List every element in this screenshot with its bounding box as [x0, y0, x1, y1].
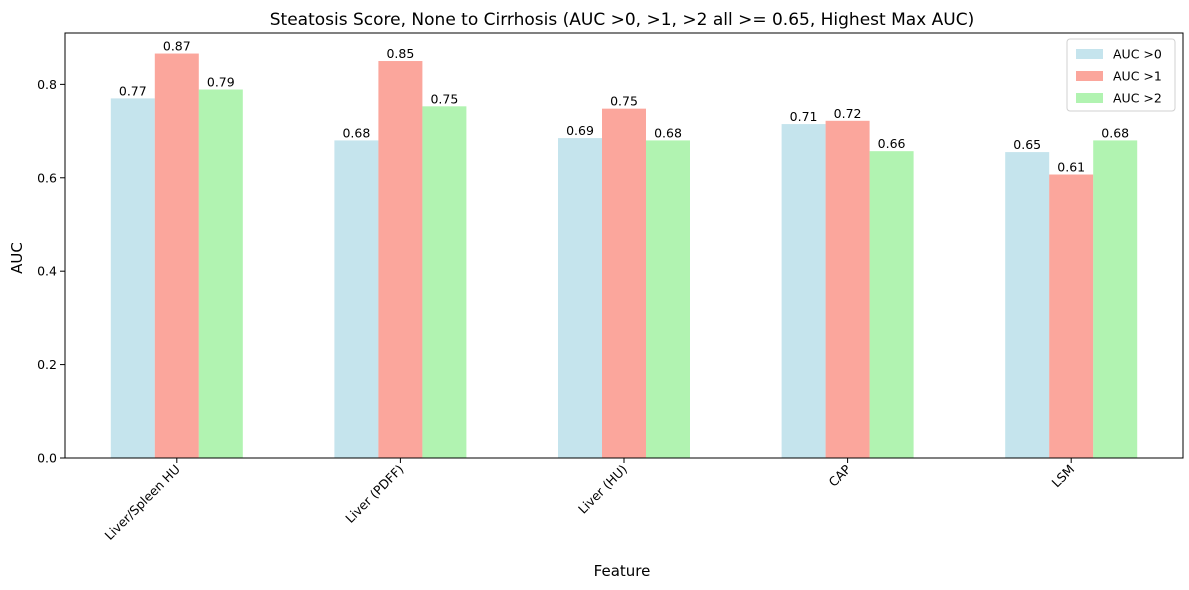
legend: AUC >0 AUC >1 AUC >2: [1066, 38, 1176, 112]
bar-0-0: [110, 98, 155, 458]
x-axis-label: Feature: [594, 562, 651, 580]
data-label: 0.66: [878, 136, 906, 151]
y-tick-label: 0.8: [37, 77, 57, 92]
data-label: 0.68: [1101, 125, 1129, 140]
data-label: 0.87: [163, 39, 191, 54]
data-label: 0.75: [610, 94, 638, 109]
y-tick-label: 0.2: [37, 357, 57, 372]
y-tick-label: 0.4: [37, 264, 57, 279]
bar-2-1: [422, 106, 467, 459]
legend-label: AUC >2: [1113, 91, 1162, 106]
data-label: 0.68: [654, 125, 682, 140]
y-tick-label: 0.0: [37, 451, 57, 466]
bar-2-4: [1093, 140, 1138, 458]
data-label: 0.68: [342, 125, 370, 140]
chart-title: Steatosis Score, None to Cirrhosis (AUC …: [270, 10, 974, 30]
bar-group: [110, 53, 1138, 459]
y-tick-label: 0.6: [37, 170, 57, 185]
x-tick-label: Liver (HU): [575, 462, 630, 517]
bar-1-3: [825, 120, 870, 459]
bar-1-2: [602, 108, 646, 459]
bar-1-1: [378, 61, 423, 459]
data-label-group: 0.77 0.68 0.69 0.71 0.65 0.87 0.85 0.75 0.72 0.61…: [119, 39, 1129, 175]
data-label: 0.69: [566, 123, 594, 138]
legend-swatch: [1076, 49, 1103, 59]
bar-2-2: [646, 140, 690, 458]
data-label: 0.61: [1057, 160, 1085, 175]
bar-1-4: [1049, 174, 1094, 458]
y-axis-label: AUC: [8, 242, 26, 274]
x-tick-label: Liver (PDFF): [342, 462, 406, 526]
bar-1-0: [154, 53, 199, 459]
data-label: 0.75: [430, 91, 458, 106]
data-label: 0.77: [119, 83, 147, 98]
bar-0-2: [558, 138, 602, 459]
bar-0-3: [781, 124, 826, 459]
data-label: 0.85: [386, 46, 414, 61]
x-tick-label: Liver/Spleen HU: [102, 462, 183, 543]
legend-swatch: [1076, 93, 1103, 103]
legend-swatch: [1076, 71, 1103, 81]
x-tick-label: LSM: [1049, 462, 1078, 491]
data-label: 0.72: [834, 106, 862, 121]
bar-2-3: [869, 151, 914, 458]
data-label: 0.65: [1013, 137, 1041, 152]
bar-0-4: [1005, 152, 1050, 459]
data-label: 0.71: [790, 109, 818, 124]
x-tick-label: CAP: [826, 461, 854, 489]
legend-label: AUC >1: [1113, 69, 1162, 84]
bar-2-0: [198, 89, 243, 458]
bar-0-1: [334, 140, 379, 458]
legend-label: AUC >0: [1113, 47, 1162, 62]
data-label: 0.79: [207, 75, 235, 90]
